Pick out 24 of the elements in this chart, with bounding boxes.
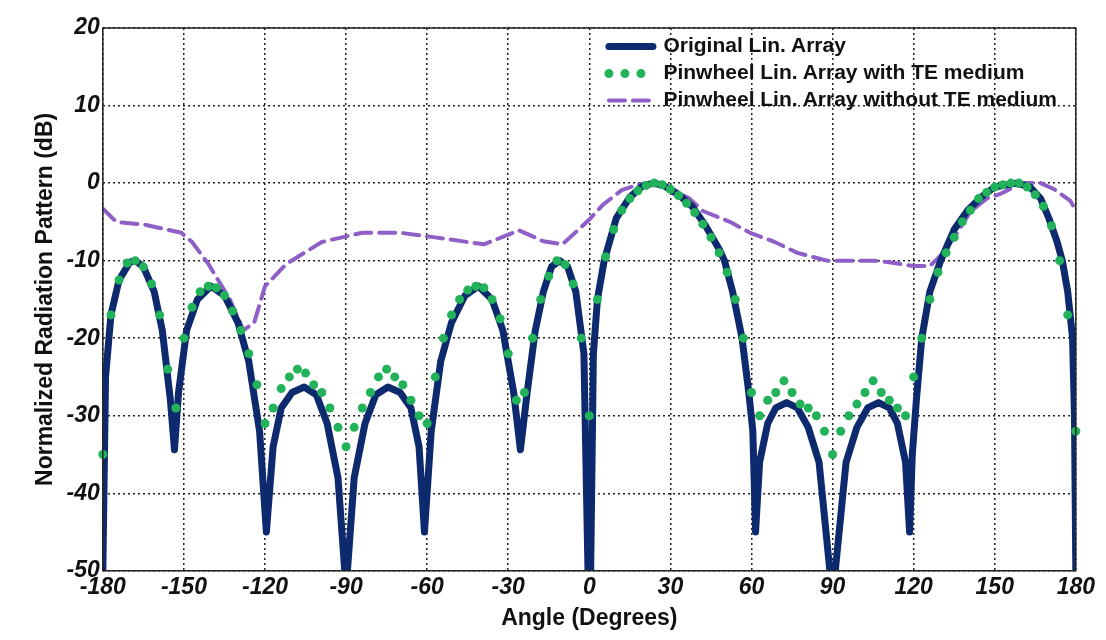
x-tick-label: 60: [738, 572, 765, 599]
x-tick-label: 120: [894, 572, 934, 599]
x-tick-label: -30: [491, 572, 526, 599]
x-tick-label: 90: [819, 572, 846, 599]
y-tick-label: 10: [74, 90, 101, 117]
x-tick-label: -60: [410, 572, 444, 599]
legend-label: Original Lin. Array: [663, 33, 847, 57]
legend-label: Pinwheel Lin. Array without TE medium: [663, 87, 1058, 111]
x-tick-label: 180: [1056, 572, 1096, 599]
y-tick-label: -20: [66, 323, 101, 350]
y-tick-label: 0: [87, 168, 101, 195]
x-tick-label: -90: [329, 572, 363, 599]
x-tick-label: 30: [657, 572, 684, 599]
x-tick-label: 0: [582, 572, 596, 599]
x-tick-label: 150: [975, 572, 1015, 599]
y-tick-label: -10: [66, 245, 101, 272]
legend-label: Pinwheel Lin. Array with TE medium: [663, 60, 1025, 84]
x-axis-title: Angle (Degrees): [501, 603, 678, 630]
y-tick-label: -30: [66, 401, 101, 428]
y-tick-label: 20: [73, 13, 101, 40]
x-tick-label: -150: [160, 572, 208, 599]
y-tick-label: -40: [66, 478, 101, 505]
y-axis-title: Normalized Radiation Pattern (dB): [31, 112, 58, 486]
x-tick-label: -120: [241, 572, 289, 599]
